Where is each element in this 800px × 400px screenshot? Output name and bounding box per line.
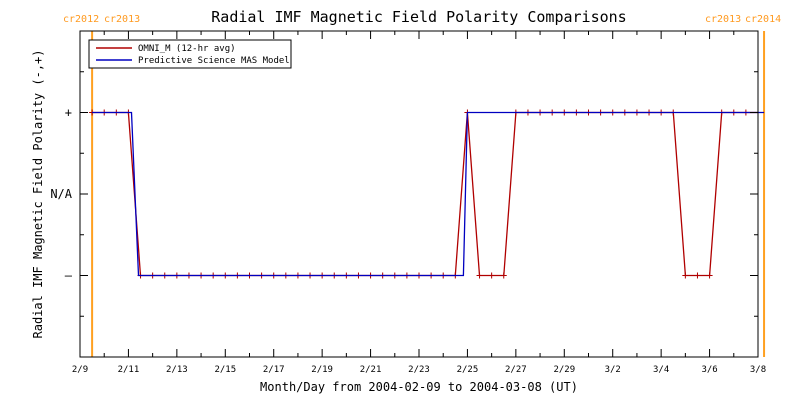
legend-label-mas: Predictive Science MAS Model — [138, 56, 290, 66]
plot-frame — [79, 30, 759, 358]
y-tick-label: + — [65, 106, 72, 120]
x-tick-label: 2/15 — [214, 365, 236, 375]
x-tick-label: 2/13 — [166, 365, 188, 375]
y-axis-ticks: + N/A – — [50, 71, 758, 317]
data-point-marker — [488, 272, 495, 279]
x-tick-label: 2/17 — [263, 365, 285, 375]
x-tick-label: 3/2 — [605, 365, 621, 375]
data-point-marker — [500, 272, 507, 279]
x-tick-label: 3/6 — [701, 365, 717, 375]
x-axis-ticks: 2/9 2/11 2/13 2/15 2/17 2/19 2/21 2/23 2/25 2/27 2… — [72, 31, 766, 375]
x-tick-label: 2/9 — [72, 365, 88, 375]
x-axis-label: Month/Day from 2004-02-09 to 2004-03-08 … — [260, 380, 578, 394]
data-point-marker — [682, 272, 689, 279]
x-tick-label: 2/23 — [408, 365, 430, 375]
x-tick-label: 2/19 — [311, 365, 333, 375]
cr-right-label-2: cr2014 — [745, 14, 781, 25]
data-point-marker — [476, 272, 483, 279]
carrington-markers — [91, 31, 766, 357]
legend: OMNI_M (12-hr avg) Predictive Science MA… — [88, 39, 292, 69]
series-layer — [89, 109, 765, 279]
x-tick-label: 3/8 — [750, 365, 766, 375]
legend-label-omni: OMNI_M (12-hr avg) — [138, 44, 236, 54]
y-axis-label: Radial IMF Magnetic Field Polarity (-,+) — [31, 50, 45, 339]
cr-right-label-1: cr2013 — [104, 14, 140, 25]
series-line-1 — [92, 111, 758, 277]
chart-title: Radial IMF Magnetic Field Polarity Compa… — [211, 8, 626, 26]
x-tick-label: 2/27 — [505, 365, 527, 375]
cr-left-label-1: cr2012 — [63, 14, 99, 25]
cr-left-label-2: cr2013 — [705, 14, 741, 25]
y-tick-label: N/A — [50, 187, 72, 201]
legend-box — [88, 39, 292, 69]
series-line-2 — [92, 111, 765, 277]
data-point-marker — [694, 272, 701, 279]
x-tick-label: 2/29 — [553, 365, 575, 375]
x-tick-label: 2/21 — [360, 365, 382, 375]
x-tick-label: 3/4 — [653, 365, 669, 375]
data-point-marker — [706, 272, 713, 279]
y-tick-label: – — [65, 269, 73, 283]
x-tick-label: 2/25 — [457, 365, 479, 375]
x-tick-label: 2/11 — [118, 365, 140, 375]
